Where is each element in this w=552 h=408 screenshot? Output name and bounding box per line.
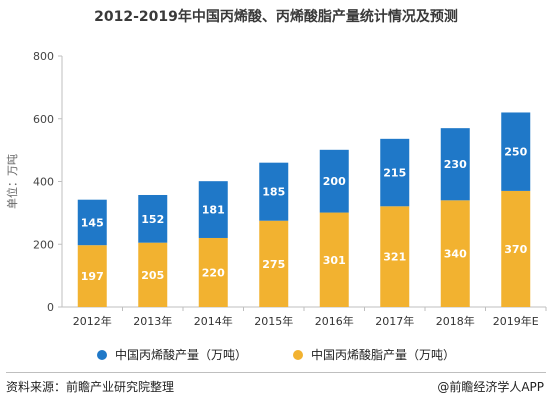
- data-label-acrylate: 197: [81, 270, 104, 283]
- legend: 中国丙烯酸产量（万吨） 中国丙烯酸脂产量（万吨）: [0, 346, 552, 363]
- y-axis-title: 单位：万吨: [5, 154, 19, 209]
- bar-acrylate: [501, 190, 531, 307]
- data-label-acrylate: 301: [323, 254, 346, 267]
- chart-title: 2012-2019年中国丙烯酸、丙烯酸脂产量统计情况及预测: [94, 9, 458, 25]
- bar-acrylic-acid: [77, 199, 107, 246]
- source-note: 资料来源：前瞻产业研究院整理: [6, 380, 175, 394]
- y-tick-label: 200: [33, 238, 54, 251]
- data-label-acrylate: 220: [202, 266, 225, 279]
- bar-acrylic-acid: [138, 194, 168, 243]
- x-tick-label: 2014年: [194, 314, 233, 328]
- x-tick-label: 2013年: [133, 314, 172, 328]
- legend-label-acrylate: 中国丙烯酸脂产量（万吨）: [311, 348, 456, 362]
- x-tick-label: 2018年: [436, 314, 475, 328]
- y-tick-label: 800: [33, 50, 54, 63]
- data-label-acrylic-acid: 181: [202, 204, 225, 217]
- x-tick-label: 2015年: [254, 314, 293, 328]
- bar-acrylic-acid: [501, 112, 531, 191]
- bar-acrylate: [319, 212, 349, 307]
- data-label-acrylic-acid: 145: [81, 216, 104, 229]
- data-label-acrylate: 205: [141, 269, 164, 282]
- x-tick-label: 2012年: [73, 314, 112, 328]
- legend-label-acrylic-acid: 中国丙烯酸产量（万吨）: [114, 348, 247, 362]
- brand-credit: @前瞻经济学人APP: [437, 380, 544, 394]
- legend-item-acrylic-acid: 中国丙烯酸产量（万吨）: [96, 346, 247, 363]
- bar-acrylic-acid: [319, 149, 349, 213]
- data-label-acrylic-acid: 185: [262, 186, 285, 199]
- y-tick-label: 600: [33, 113, 54, 126]
- data-label-acrylate: 370: [504, 243, 527, 256]
- y-tick-label: 0: [47, 301, 54, 314]
- bar-acrylic-acid: [440, 128, 470, 201]
- data-label-acrylic-acid: 215: [383, 167, 406, 180]
- x-tick-label: 2016年: [315, 314, 354, 328]
- x-tick-label: 2019年E: [493, 314, 539, 328]
- legend-dot-orange-icon: [293, 349, 303, 360]
- legend-item-acrylate: 中国丙烯酸脂产量（万吨）: [293, 346, 455, 363]
- bar-acrylic-acid: [198, 181, 228, 238]
- bar-acrylic-acid: [380, 138, 410, 207]
- bar-acrylate: [198, 237, 228, 307]
- data-label-acrylic-acid: 152: [141, 213, 164, 226]
- x-tick-label: 2017年: [375, 314, 414, 328]
- bar-acrylate: [440, 200, 470, 307]
- data-label-acrylic-acid: 230: [444, 158, 467, 171]
- bar-acrylate: [77, 245, 107, 307]
- bar-acrylic-acid: [259, 162, 289, 221]
- data-label-acrylate: 340: [444, 248, 467, 261]
- bar-acrylate: [259, 220, 289, 307]
- bar-acrylate: [138, 242, 168, 307]
- data-label-acrylate: 275: [262, 258, 285, 271]
- data-label-acrylic-acid: 250: [504, 146, 527, 159]
- footer-divider: [6, 372, 546, 373]
- bar-acrylate: [380, 206, 410, 307]
- legend-dot-blue-icon: [96, 349, 107, 360]
- data-label-acrylate: 321: [383, 251, 406, 264]
- data-label-acrylic-acid: 200: [323, 175, 346, 188]
- y-tick-label: 400: [33, 176, 54, 189]
